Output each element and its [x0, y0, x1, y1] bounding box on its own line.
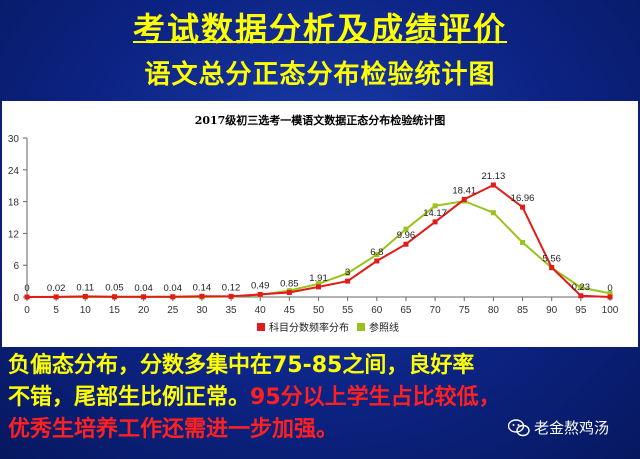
x-tick-label: 5 [53, 305, 59, 316]
wechat-icon [508, 418, 530, 436]
data-label: 0.11 [76, 282, 94, 293]
x-tick-label: 100 [602, 305, 619, 316]
data-label: 21.13 [482, 171, 506, 182]
y-tick-label: 30 [8, 134, 20, 145]
data-label: 1.91 [309, 273, 328, 284]
x-tick-label: 35 [225, 305, 237, 316]
x-tick-label: 55 [342, 305, 354, 316]
page-subtitle: 语文总分正态分布检验统计图 [144, 60, 496, 90]
x-tick-label: 80 [488, 305, 500, 316]
caption-line-1: 负偏态分布，分数多集中在75-85之间，良好率 [8, 353, 475, 378]
data-label: 0.12 [222, 282, 241, 293]
data-label: 0.04 [134, 283, 153, 294]
caption-line-3: 优秀生培养工作还需进一步加强。 [8, 417, 339, 442]
x-tick-label: 65 [400, 305, 412, 316]
watermark-text: 老金熬鸡汤 [534, 419, 610, 437]
data-point-reference [490, 210, 496, 216]
data-label: 6.8 [370, 247, 383, 258]
y-tick-label: 6 [13, 261, 19, 272]
x-tick-label: 60 [371, 305, 383, 316]
data-point-reference [578, 284, 584, 290]
x-tick-label: 40 [255, 305, 267, 316]
data-point-reference [345, 270, 351, 276]
x-tick-label: 20 [138, 305, 150, 316]
page-title: 考试数据分析及成绩评价 [132, 10, 507, 48]
data-label: 0 [24, 283, 29, 294]
data-label: 9.96 [397, 230, 416, 241]
data-point-reference [520, 239, 526, 245]
data-point-reference [432, 203, 438, 209]
data-label: 16.96 [511, 193, 535, 204]
analysis-caption: 负偏态分布，分数多集中在75-85之间，良好率 不错，尾部生比例正常。95分以上… [8, 350, 638, 446]
data-point-frequency [53, 294, 59, 300]
data-point-reference [403, 226, 409, 232]
legend-swatch-reference [357, 323, 365, 331]
legend-label-reference: 参照线 [369, 321, 399, 334]
data-label: 0.23 [572, 282, 591, 293]
data-point-reference [374, 252, 380, 258]
data-point-reference [607, 290, 613, 296]
data-point-frequency [199, 293, 205, 299]
data-point-frequency [111, 294, 117, 300]
data-point-frequency [607, 294, 613, 300]
caption-line-2a: 不错，尾部生比例正常。 [8, 385, 251, 410]
x-tick-label: 75 [459, 305, 471, 316]
legend-label-frequency: 科目分数频率分布 [269, 321, 349, 334]
data-point-frequency [170, 294, 176, 300]
x-tick-label: 25 [167, 305, 179, 316]
data-point-frequency [316, 284, 321, 290]
data-point-frequency [286, 289, 292, 295]
data-point-frequency [141, 294, 147, 300]
data-label: 0.05 [105, 283, 124, 294]
x-tick-label: 0 [24, 305, 30, 316]
x-tick-label: 30 [196, 305, 208, 316]
y-tick-label: 24 [8, 166, 20, 177]
y-tick-label: 0 [13, 293, 19, 304]
data-label: 0.14 [193, 282, 212, 293]
y-tick-label: 12 [8, 229, 20, 240]
data-label: 18.41 [452, 185, 476, 196]
data-point-frequency [345, 278, 351, 284]
data-point-frequency [461, 196, 467, 202]
data-label: 0.02 [47, 283, 66, 294]
x-tick-label: 90 [546, 305, 558, 316]
data-label: 0.04 [164, 283, 183, 294]
caption-line-2b: 95分以上学生占比较低， [250, 385, 501, 410]
x-tick-label: 15 [109, 305, 121, 316]
watermark: 老金熬鸡汤 [508, 417, 609, 438]
data-point-frequency [578, 293, 584, 299]
legend-swatch-frequency [257, 323, 265, 331]
data-label: 0.85 [280, 278, 299, 289]
data-point-frequency [520, 204, 526, 210]
data-point-reference [316, 281, 321, 287]
x-tick-label: 70 [430, 305, 442, 316]
data-point-frequency [228, 293, 234, 299]
x-tick-label: 85 [517, 305, 529, 316]
data-point-frequency [549, 265, 555, 271]
data-point-frequency [82, 293, 88, 299]
data-point-frequency [24, 294, 30, 300]
data-label: 14.17 [423, 208, 447, 219]
data-point-frequency [490, 182, 496, 188]
x-tick-label: 95 [575, 305, 587, 316]
x-tick-label: 45 [284, 305, 296, 316]
data-point-frequency [374, 258, 380, 264]
data-label: 5.56 [542, 254, 561, 265]
data-point-frequency [403, 241, 409, 247]
x-tick-label: 50 [313, 305, 325, 316]
y-tick-label: 18 [8, 198, 20, 209]
data-point-frequency [432, 219, 438, 225]
data-point-frequency [257, 291, 263, 297]
data-label: 0.49 [251, 280, 270, 291]
chart-title: 2017级初三选考一模语文数据正态分布检验统计图 [195, 113, 446, 127]
chart-panel: 2017级初三选考一模语文数据正态分布检验统计图 0 6 12 18 24 30 0 5 10 15… [2, 101, 638, 347]
x-tick-label: 10 [80, 305, 92, 316]
data-label: 3 [345, 267, 350, 278]
data-label: 0 [607, 283, 612, 294]
